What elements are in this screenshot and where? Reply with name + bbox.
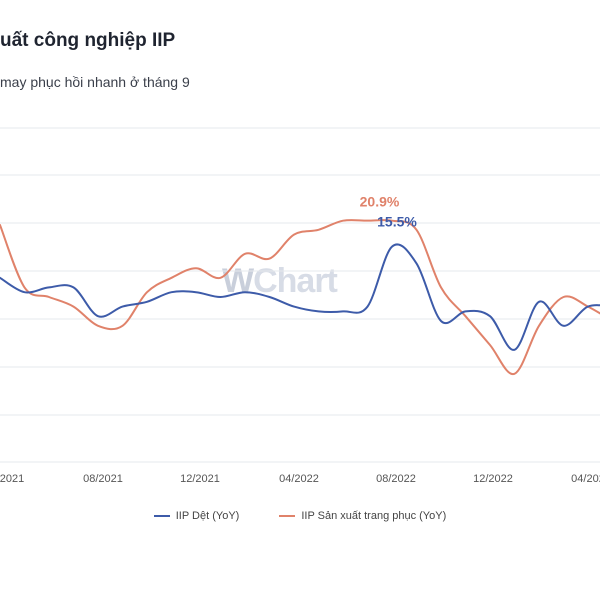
- x-tick-label: 12/2022: [473, 473, 513, 485]
- legend-label-det: IIP Dệt (YoY): [175, 510, 240, 522]
- series-line-trang-phuc: [0, 219, 600, 375]
- x-tick-label: 04/202: [571, 473, 600, 485]
- x-tick-label: 08/2022: [376, 473, 416, 485]
- chart-subtitle: may phục hồi nhanh ở tháng 9: [0, 74, 190, 90]
- data-label-det: 15.5%: [377, 214, 417, 230]
- legend-swatch-trang-phuc: [279, 515, 296, 517]
- legend-item-trang-phuc[interactable]: IIP Sản xuất trang phục (YoY): [279, 510, 446, 522]
- x-tick-label: 04/2022: [279, 473, 319, 485]
- data-label-trang-phuc: 20.9%: [360, 194, 400, 210]
- chart-title: uất công nghiệp IIP: [0, 30, 176, 51]
- x-tick-label: 08/2021: [83, 473, 123, 485]
- x-tick-label: 2021: [0, 473, 24, 485]
- legend-swatch-det: [153, 515, 170, 517]
- series-line-det: [0, 243, 600, 351]
- legend-item-det[interactable]: IIP Dệt (YoY): [153, 510, 240, 522]
- legend-label-trang-phuc: IIP Sản xuất trang phục (YoY): [301, 510, 447, 522]
- x-tick-label: 12/2021: [180, 473, 220, 485]
- legend: IIP Dệt (YoY) IIP Sản xuất trang phục (Y…: [0, 510, 600, 522]
